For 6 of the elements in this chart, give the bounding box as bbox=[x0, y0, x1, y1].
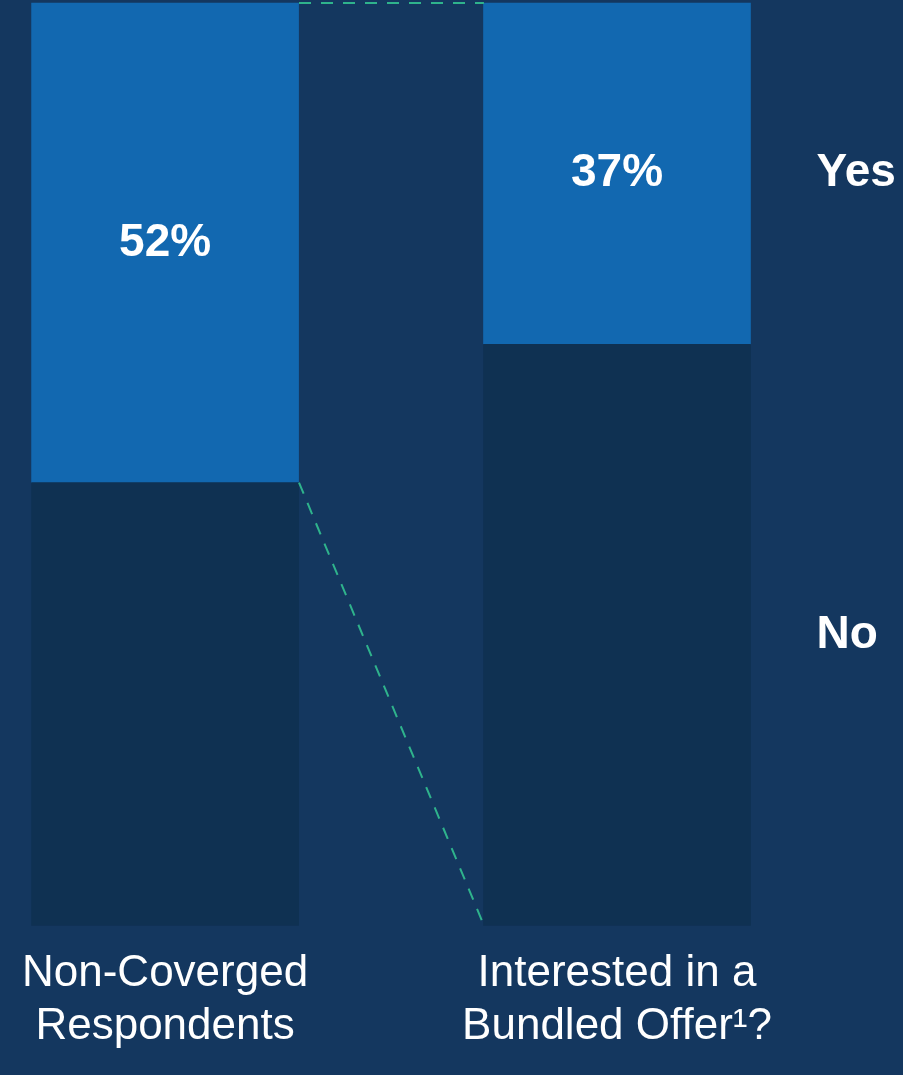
x-tick-label: Interested in a Bundled Offer¹? bbox=[462, 945, 772, 1048]
data-label: 37% bbox=[570, 144, 664, 197]
data-label: 52% bbox=[119, 213, 212, 266]
series-label: No bbox=[816, 605, 878, 658]
x-tick-label: Non-Coverged Respondents bbox=[22, 945, 309, 1048]
series-label: Yes bbox=[816, 144, 896, 197]
